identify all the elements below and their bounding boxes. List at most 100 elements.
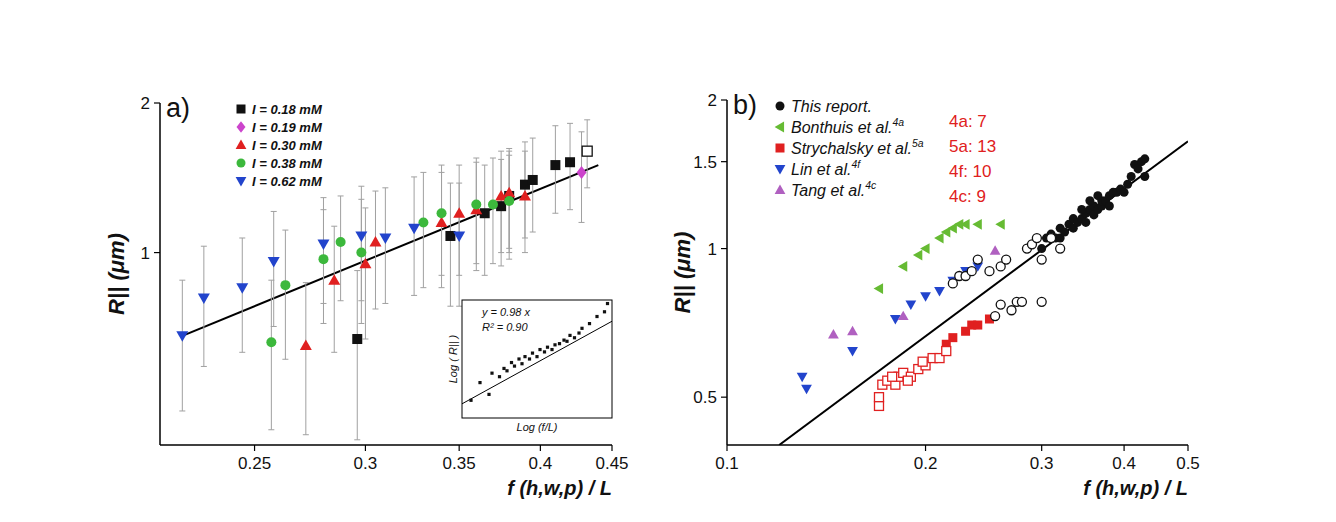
inset-point xyxy=(546,346,549,349)
point xyxy=(1007,306,1016,315)
x-tick-label: 0.5 xyxy=(1176,454,1200,473)
point xyxy=(266,337,276,347)
error-cap xyxy=(490,158,496,159)
point xyxy=(471,199,481,209)
inset-point xyxy=(528,357,531,360)
point xyxy=(488,199,498,209)
error-cap xyxy=(506,148,512,149)
point xyxy=(898,311,909,320)
point xyxy=(1047,234,1056,243)
error-cap xyxy=(498,151,504,152)
point xyxy=(874,401,883,410)
x-axis-label: f (h,w,p) / L xyxy=(507,477,612,499)
annotation: 4a: 7 xyxy=(949,112,987,131)
error-cap xyxy=(179,410,185,411)
error-stem xyxy=(334,226,335,352)
y-axis xyxy=(726,100,728,445)
legend-marker xyxy=(237,159,246,168)
legend-entry: This report. xyxy=(791,98,872,115)
error-cap xyxy=(411,295,417,296)
x-axis xyxy=(160,444,612,446)
error-cap xyxy=(338,300,344,301)
error-stem xyxy=(357,271,358,440)
legend-entry: I = 0.30 mM xyxy=(252,138,323,153)
x-tick xyxy=(365,445,366,451)
x-tick-label: 0.3 xyxy=(354,454,378,473)
point xyxy=(967,267,976,276)
point xyxy=(1037,255,1046,264)
error-cap xyxy=(473,263,479,264)
panel: 0.250.30.350.40.4512a)R|| (μm)f (h,w,p) … xyxy=(104,93,629,499)
point xyxy=(176,331,188,342)
error-cap xyxy=(498,252,504,253)
legend-entry: Lin et al.4f xyxy=(791,159,861,178)
legend-label: Tang et al. xyxy=(791,182,865,199)
point xyxy=(1002,255,1011,264)
error-cap xyxy=(456,165,462,166)
point xyxy=(913,250,922,261)
inset-point xyxy=(531,352,534,355)
legend-entry: I = 0.18 mM xyxy=(252,102,323,117)
error-bar xyxy=(239,238,245,352)
error-bar xyxy=(372,191,378,309)
point xyxy=(797,373,808,382)
error-bar xyxy=(271,211,277,326)
y-tick-label: 2 xyxy=(708,91,717,110)
point xyxy=(300,340,312,351)
panel-label: a) xyxy=(166,93,190,123)
error-stem xyxy=(532,138,533,232)
error-bar xyxy=(358,186,364,301)
point xyxy=(903,376,912,385)
point xyxy=(317,240,329,251)
point xyxy=(828,329,839,338)
inset-point xyxy=(562,339,565,342)
point xyxy=(995,219,1004,230)
x-tick xyxy=(254,445,255,451)
inset-point xyxy=(505,369,508,372)
error-bar xyxy=(179,280,185,411)
point xyxy=(1037,297,1046,306)
error-stem xyxy=(242,238,243,352)
point xyxy=(565,157,575,167)
point xyxy=(847,347,858,356)
inset-plot-area xyxy=(462,302,612,404)
point xyxy=(920,243,929,254)
error-stem xyxy=(509,155,510,259)
point xyxy=(934,233,943,244)
error-cap xyxy=(358,186,364,187)
x-tick-label: 0.25 xyxy=(238,454,271,473)
point xyxy=(1017,297,1026,306)
y-tick xyxy=(721,161,727,162)
point xyxy=(898,261,907,272)
error-cap xyxy=(439,287,445,288)
error-stem xyxy=(385,188,386,304)
point xyxy=(1140,154,1149,163)
legend-label: I = 0.62 mM xyxy=(252,174,323,189)
point xyxy=(1123,180,1132,189)
inset-point xyxy=(487,393,490,396)
error-cap xyxy=(358,323,364,324)
x-tick-label: 0.45 xyxy=(595,454,628,473)
panel: 0.10.20.30.40.50.511.52b)R|| (μm)f (h,w,… xyxy=(670,90,1200,499)
error-bar xyxy=(362,208,368,339)
error-cap xyxy=(354,270,360,271)
panel-label: b) xyxy=(733,90,757,120)
legend-ref: 4c xyxy=(865,180,877,191)
legend-label: I = 0.18 mM xyxy=(252,102,323,117)
point xyxy=(356,248,366,258)
error-bar xyxy=(530,138,536,232)
point xyxy=(847,326,858,335)
legend-ref: 4a xyxy=(892,117,904,128)
fit-line xyxy=(779,141,1188,445)
error-cap xyxy=(179,280,185,281)
error-cap xyxy=(362,207,368,208)
error-bar xyxy=(420,172,426,287)
inset-point xyxy=(517,357,520,360)
error-stem xyxy=(450,183,451,306)
inset-point xyxy=(543,350,546,353)
y-tick-label: 2 xyxy=(141,94,150,113)
inset-point xyxy=(502,367,505,370)
error-cap xyxy=(447,183,453,184)
legend-ref: 4f xyxy=(851,159,861,170)
x-tick-label: 0.35 xyxy=(443,454,476,473)
